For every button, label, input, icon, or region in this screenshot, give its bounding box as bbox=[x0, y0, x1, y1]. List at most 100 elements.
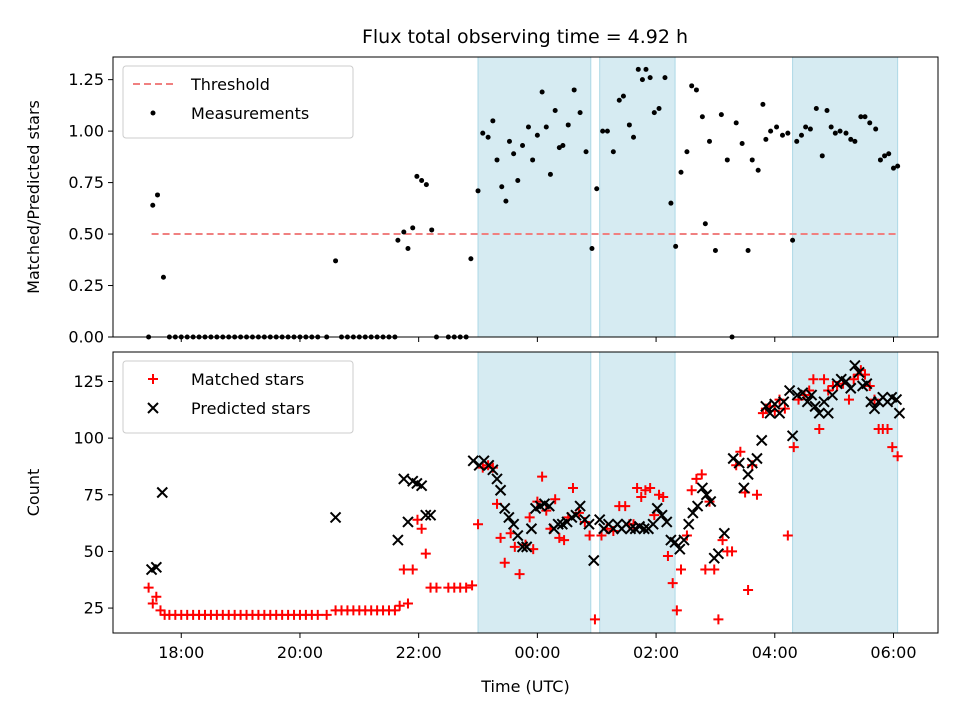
predicted-star-point bbox=[570, 509, 582, 521]
measurement-point bbox=[678, 169, 684, 175]
predicted-star-point bbox=[783, 384, 796, 397]
measurement-point bbox=[490, 118, 496, 124]
ratio-panel: 0.00 0.25 0.50 0.75 1.00 1.25 Matched/Predicte… bbox=[24, 56, 939, 347]
matched-star-point bbox=[620, 501, 631, 512]
measurement-point bbox=[699, 114, 705, 120]
measurement-point bbox=[862, 114, 868, 120]
legend-entry-label: Matched stars bbox=[191, 370, 304, 389]
matched-star-point bbox=[640, 485, 651, 496]
measurement-point bbox=[539, 89, 545, 95]
matched-star-point bbox=[554, 532, 565, 543]
matched-star-point bbox=[667, 578, 678, 589]
measurement-point bbox=[832, 130, 838, 136]
legend-measurement-swatch bbox=[150, 110, 156, 116]
matched-star-point bbox=[532, 496, 543, 507]
matched-star-point bbox=[735, 446, 746, 457]
measurement-point bbox=[668, 200, 674, 206]
predicted-star-point bbox=[809, 400, 821, 413]
measurement-point bbox=[712, 248, 718, 254]
measurement-point bbox=[807, 126, 813, 132]
measurement-point bbox=[733, 120, 739, 126]
predicted-star-point bbox=[415, 479, 428, 492]
axes-frame bbox=[112, 351, 939, 634]
y-tick-label: 0.00 bbox=[68, 328, 104, 347]
matched-star-point bbox=[431, 582, 442, 593]
measurement-point bbox=[739, 140, 745, 146]
measurement-point bbox=[494, 157, 500, 163]
measurement-point bbox=[583, 149, 589, 155]
legend-box bbox=[122, 65, 354, 139]
matched-star-point bbox=[312, 609, 323, 620]
predicted-star-point bbox=[687, 507, 699, 519]
predicted-star-point bbox=[764, 407, 776, 419]
predicted-star-point bbox=[818, 396, 830, 408]
count-panel: 25 50 75 100 125 18:00 20:00 22:00 00:00 02:00 04:… bbox=[24, 351, 939, 696]
matched-star-point bbox=[505, 528, 516, 539]
measurement-point bbox=[468, 256, 474, 262]
measurement-point bbox=[414, 173, 420, 179]
measurement-point bbox=[520, 143, 526, 149]
measurement-point bbox=[651, 110, 657, 116]
predicted-star-point bbox=[520, 541, 533, 553]
predicted-star-point bbox=[822, 407, 834, 419]
measurement-point bbox=[155, 192, 161, 198]
measurement-point bbox=[837, 128, 843, 134]
matched-star-point bbox=[636, 492, 647, 503]
matched-star-point bbox=[645, 482, 656, 493]
predicted-star-point bbox=[656, 509, 668, 521]
measurement-point bbox=[616, 97, 622, 103]
measurement-point bbox=[480, 130, 486, 136]
matched-star-point bbox=[788, 442, 799, 453]
predicted-star-point bbox=[402, 516, 414, 528]
legend-entry-label: Threshold bbox=[190, 75, 270, 94]
predicted-star-point bbox=[751, 452, 763, 465]
measurement-point bbox=[798, 132, 804, 138]
y-axis-label: Count bbox=[24, 469, 43, 517]
predicted-star-point bbox=[552, 518, 564, 530]
predicted-star-point bbox=[392, 534, 404, 546]
matched-star-point bbox=[394, 600, 405, 611]
predicted-star-point bbox=[773, 407, 786, 419]
measurement-point bbox=[794, 138, 800, 144]
measurement-point bbox=[718, 112, 724, 118]
y-tick-label: 100 bbox=[73, 429, 104, 448]
matched-star-point bbox=[495, 532, 506, 543]
y-tick-label: 1.25 bbox=[68, 70, 104, 89]
x-tick-label: 02:00 bbox=[633, 643, 679, 662]
measurement-point bbox=[571, 87, 577, 93]
measurement-point bbox=[635, 66, 641, 72]
measurement-point bbox=[552, 108, 558, 114]
measurement-point bbox=[890, 165, 896, 171]
matched-star-point bbox=[559, 535, 570, 546]
measurement-point bbox=[693, 87, 699, 93]
predicted-star-point bbox=[849, 359, 861, 372]
measurement-point bbox=[485, 134, 491, 140]
matched-star-point bbox=[632, 482, 643, 493]
predicted-star-point bbox=[712, 547, 725, 560]
measurement-point bbox=[395, 237, 401, 243]
matched-star-point bbox=[814, 424, 825, 435]
measurement-point bbox=[604, 128, 610, 134]
y-tick-label: 0.75 bbox=[68, 173, 104, 192]
matched-star-point bbox=[499, 557, 510, 568]
predicted-star-point bbox=[678, 534, 690, 546]
measurement-point bbox=[506, 138, 512, 144]
measurement-point bbox=[647, 75, 653, 81]
measurement-point bbox=[530, 157, 536, 163]
predicted-star-point bbox=[700, 489, 713, 501]
matched-star-point bbox=[686, 485, 697, 496]
x-axis-label: Time (UTC) bbox=[480, 677, 569, 696]
predicted-star-point bbox=[813, 407, 826, 419]
matched-star-point bbox=[589, 614, 600, 625]
y-tick-label: 50 bbox=[84, 542, 104, 561]
measurement-point bbox=[828, 124, 834, 130]
measurement-point bbox=[499, 184, 505, 190]
matched-star-point bbox=[151, 591, 162, 602]
predicted-star-point bbox=[512, 529, 524, 542]
measurement-point bbox=[547, 171, 553, 177]
measurement-point bbox=[503, 198, 509, 204]
measurement-point bbox=[565, 122, 571, 128]
measurement-point bbox=[150, 202, 156, 208]
measurement-point bbox=[882, 153, 888, 159]
matched-star-point bbox=[420, 548, 431, 559]
